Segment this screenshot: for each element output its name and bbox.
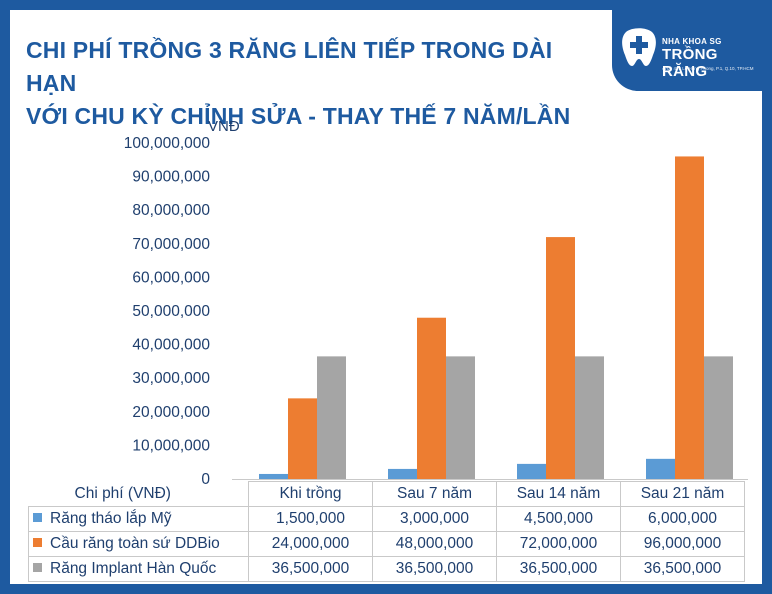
value-cell: 36,500,000	[248, 556, 373, 582]
bar	[317, 356, 346, 479]
y-tick-label: 50,000,000	[132, 303, 210, 320]
series-name-cell: Cầu răng toàn sứ DDBio	[28, 531, 249, 557]
value-cell: 3,000,000	[372, 506, 497, 532]
table-row: Cầu răng toàn sứ DDBio 24,000,000 48,000…	[28, 531, 745, 557]
value-cell: 4,500,000	[496, 506, 621, 532]
value-cell: 96,000,000	[620, 531, 745, 557]
chart-frame: CHI PHÍ TRỒNG 3 RĂNG LIÊN TIẾP TRONG DÀI…	[10, 10, 762, 584]
logo-big-text: TRỒNG RĂNG	[662, 46, 718, 80]
series-name-cell: Răng tháo lắp Mỹ	[28, 506, 249, 532]
bar	[546, 237, 575, 479]
bar	[517, 463, 546, 479]
logo-address: 470 - 472 Lê Hồng Phong, P.1, Q.10, TP.H…	[662, 66, 754, 71]
table-row: Răng Implant Hàn Quốc 36,500,000 36,500,…	[28, 556, 745, 582]
clinic-logo: NHA KHOA SG TRỒNG RĂNG 470 - 472 Lê Hồng…	[612, 10, 762, 91]
bar-chart: VNĐ 0 10,000,000 20,000,000 30,000,000 40,00…	[124, 118, 748, 488]
title-line-1: CHI PHÍ TRỒNG 3 RĂNG LIÊN TIẾP TRONG DÀI…	[26, 37, 553, 96]
series-name: Răng Implant Hàn Quốc	[50, 560, 217, 577]
bars	[259, 156, 733, 479]
value-cell: 6,000,000	[620, 506, 745, 532]
series-name: Cầu răng toàn sứ DDBio	[50, 535, 220, 552]
y-tick-label: 20,000,000	[132, 404, 210, 421]
bar	[675, 156, 704, 479]
bar	[646, 458, 675, 479]
series-name-cell: Răng Implant Hàn Quốc	[28, 556, 249, 582]
legend-swatch	[33, 563, 42, 572]
tooth-cross-icon	[622, 28, 656, 66]
value-cell: 72,000,000	[496, 531, 621, 557]
bar	[704, 356, 733, 479]
y-tick-label: 70,000,000	[132, 236, 210, 253]
logo-small-text: NHA KHOA SG	[662, 37, 722, 46]
table-header-row: Chi phí (VNĐ) Khi trồng Sau 7 năm Sau 14…	[29, 481, 745, 507]
bar	[446, 356, 475, 479]
value-cell: 36,500,000	[496, 556, 621, 582]
y-tick-label: 30,000,000	[132, 370, 210, 387]
y-tick-label: 90,000,000	[132, 169, 210, 186]
y-tick-label: 40,000,000	[132, 337, 210, 354]
table-row: Răng tháo lắp Mỹ 1,500,000 3,000,000 4,5…	[28, 506, 745, 532]
category-label: Sau 14 năm	[496, 481, 621, 507]
bar	[288, 398, 317, 479]
y-tick-label: 80,000,000	[132, 202, 210, 219]
category-label: Khi trồng	[248, 481, 373, 507]
value-cell: 36,500,000	[372, 556, 497, 582]
data-table: Chi phí (VNĐ) Khi trồng Sau 7 năm Sau 14…	[28, 481, 745, 582]
y-tick-label: 0	[201, 471, 210, 488]
category-label: Sau 7 năm	[372, 481, 497, 507]
table-header-label: Chi phí (VNĐ)	[74, 484, 171, 502]
y-axis-unit-label: VNĐ	[208, 118, 240, 135]
legend-swatch	[33, 538, 42, 547]
value-cell: 1,500,000	[248, 506, 373, 532]
legend-swatch	[33, 513, 42, 522]
bar	[575, 356, 604, 479]
value-cell: 36,500,000	[620, 556, 745, 582]
bar	[417, 317, 446, 479]
title-line-2: VỚI CHU KỲ CHỈNH SỬA - THAY THẾ 7 NĂM/LẦ…	[26, 103, 571, 129]
y-axis-ticks: 0 10,000,000 20,000,000 30,000,000 40,000,00…	[124, 135, 211, 488]
value-cell: 48,000,000	[372, 531, 497, 557]
y-tick-label: 60,000,000	[132, 269, 210, 286]
bar	[388, 468, 417, 479]
chart-title: CHI PHÍ TRỒNG 3 RĂNG LIÊN TIẾP TRONG DÀI…	[26, 34, 606, 133]
value-cell: 24,000,000	[248, 531, 373, 557]
series-name: Răng tháo lắp Mỹ	[50, 510, 172, 527]
bar	[259, 473, 288, 479]
y-tick-label: 10,000,000	[132, 437, 210, 454]
y-tick-label: 100,000,000	[124, 135, 211, 152]
category-label: Sau 21 năm	[620, 481, 745, 507]
